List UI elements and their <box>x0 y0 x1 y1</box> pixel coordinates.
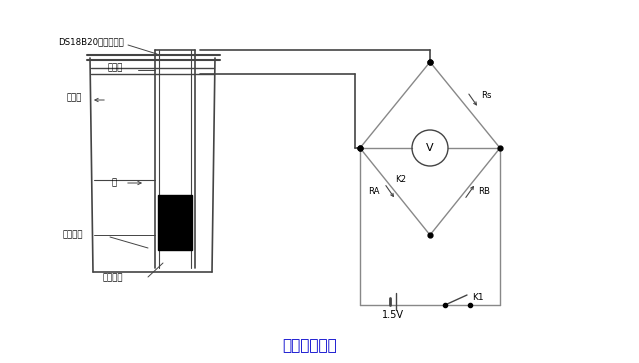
Text: 实验装置简图: 实验装置简图 <box>282 339 337 354</box>
Text: 热敏电阻: 热敏电阻 <box>103 273 123 282</box>
Text: Rs: Rs <box>481 90 491 99</box>
Text: 变压器油: 变压器油 <box>63 231 84 240</box>
Text: K1: K1 <box>472 293 484 302</box>
Text: K2: K2 <box>395 175 406 184</box>
Text: 玻璃管: 玻璃管 <box>108 64 123 73</box>
Text: DS18B20温度传感器: DS18B20温度传感器 <box>58 37 124 46</box>
Text: RA: RA <box>368 187 380 196</box>
Text: V: V <box>426 143 434 153</box>
Text: 1.5V: 1.5V <box>382 310 404 320</box>
Bar <box>158 195 192 250</box>
Text: RB: RB <box>478 187 490 196</box>
Text: 水: 水 <box>112 179 117 188</box>
Text: 保温杯: 保温杯 <box>67 94 82 102</box>
